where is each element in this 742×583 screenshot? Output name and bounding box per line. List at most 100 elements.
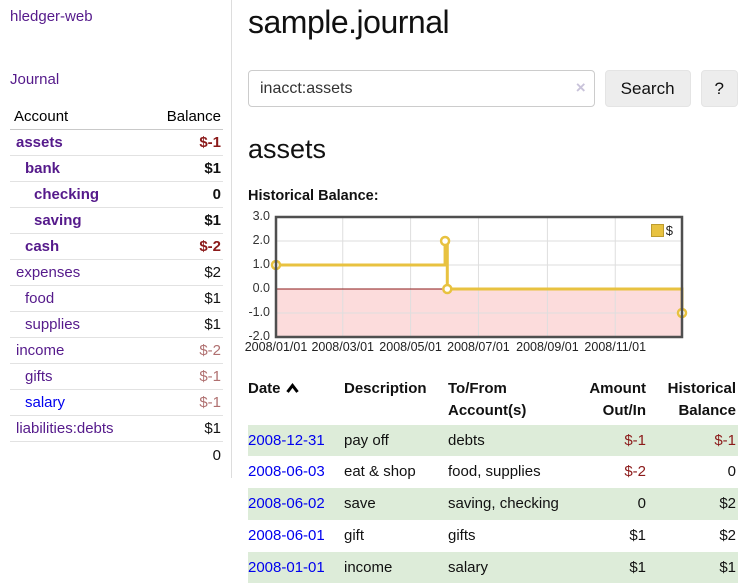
account-row: cash $-2 — [10, 234, 223, 260]
transaction-balance: $-1 — [648, 425, 738, 457]
accounts-total-row: 0 — [10, 442, 223, 469]
account-link[interactable]: supplies — [12, 316, 80, 333]
account-heading: assets — [248, 134, 738, 165]
account-link[interactable]: saving — [12, 212, 82, 229]
account-balance: $-1 — [146, 130, 223, 156]
account-balance: $-2 — [146, 234, 223, 260]
legend-swatch — [651, 224, 664, 237]
transaction-balance: $2 — [648, 520, 738, 552]
transaction-row: 2008-06-01 gift gifts $1 $2 — [248, 520, 738, 552]
app-title-link[interactable]: hledger-web — [10, 8, 223, 25]
account-row: supplies $1 — [10, 312, 223, 338]
x-axis-tick-label: 2008/11/01 — [584, 340, 646, 354]
clear-search-icon[interactable]: × — [576, 78, 586, 98]
account-link[interactable]: income — [12, 342, 64, 359]
account-balance: $1 — [146, 312, 223, 338]
sort-ascending-icon — [286, 383, 299, 394]
account-balance: $1 — [146, 156, 223, 182]
search-input[interactable] — [248, 70, 595, 107]
transaction-amount: $1 — [570, 520, 648, 552]
account-link[interactable]: gifts — [12, 368, 53, 385]
accounts-total: 0 — [146, 442, 223, 469]
y-axis-tick-label: 2.0 — [253, 233, 270, 247]
x-axis-tick-label: 2008/07/01 — [447, 340, 510, 354]
transaction-row: 2008-06-02 save saving, checking 0 $2 — [248, 488, 738, 520]
transaction-accounts: salary — [448, 552, 570, 583]
account-balance: $-1 — [146, 364, 223, 390]
account-link[interactable]: food — [12, 290, 54, 307]
account-balance: $1 — [146, 416, 223, 442]
accounts-table: Account Balance assets $-1 bank $1 check… — [10, 104, 223, 468]
account-balance: $1 — [146, 286, 223, 312]
transaction-amount: $1 — [570, 552, 648, 583]
account-row: liabilities:debts $1 — [10, 416, 223, 442]
account-row: expenses $2 — [10, 260, 223, 286]
account-balance: $2 — [146, 260, 223, 286]
y-axis-tick-label: 0.0 — [253, 281, 270, 295]
transaction-amount: $-1 — [570, 425, 648, 457]
account-link[interactable]: checking — [12, 186, 99, 203]
transaction-row: 2008-06-03 eat & shop food, supplies $-2… — [248, 456, 738, 488]
x-axis-tick-label: 2008/09/01 — [516, 340, 579, 354]
transaction-accounts: food, supplies — [448, 456, 570, 488]
transaction-date-link[interactable]: 2008-06-01 — [248, 527, 325, 544]
account-row: gifts $-1 — [10, 364, 223, 390]
transaction-row: 2008-01-01 income salary $1 $1 — [248, 552, 738, 583]
transaction-amount: $-2 — [570, 456, 648, 488]
transaction-date-link[interactable]: 2008-12-31 — [248, 432, 325, 449]
sidebar-item-journal[interactable]: Journal — [10, 71, 223, 88]
y-axis-tick-label: -1.0 — [248, 305, 270, 319]
transaction-accounts: saving, checking — [448, 488, 570, 520]
account-balance: $-1 — [146, 390, 223, 416]
date-header-label: Date — [248, 380, 281, 397]
transaction-description: eat & shop — [344, 456, 448, 488]
account-balance: $1 — [146, 208, 223, 234]
transaction-date-link[interactable]: 2008-06-02 — [248, 495, 325, 512]
account-link[interactable]: liabilities:debts — [12, 420, 114, 437]
main-content: sample.journal × Search ? assets Histori… — [248, 0, 738, 583]
account-row: checking 0 — [10, 182, 223, 208]
account-row: food $1 — [10, 286, 223, 312]
account-balance: 0 — [146, 182, 223, 208]
account-row: salary $-1 — [10, 390, 223, 416]
account-link[interactable]: cash — [12, 238, 59, 255]
account-row: assets $-1 — [10, 130, 223, 156]
transaction-balance: $1 — [648, 552, 738, 583]
transaction-description: pay off — [344, 425, 448, 457]
account-row: bank $1 — [10, 156, 223, 182]
date-column-header[interactable]: Date — [248, 375, 344, 425]
transaction-balance: 0 — [648, 456, 738, 488]
account-row: income $-2 — [10, 338, 223, 364]
transaction-amount: 0 — [570, 488, 648, 520]
y-axis-tick-label: 1.0 — [253, 257, 270, 271]
search-button[interactable]: Search — [605, 70, 691, 107]
sidebar: hledger-web Journal Account Balance asse… — [0, 0, 232, 478]
accounts-table-header: Account Balance — [10, 104, 223, 130]
description-column-header: Description — [344, 375, 448, 425]
transaction-date-link[interactable]: 2008-01-01 — [248, 559, 325, 576]
transaction-description: gift — [344, 520, 448, 552]
transaction-balance: $2 — [648, 488, 738, 520]
transaction-description: income — [344, 552, 448, 583]
legend-label: $ — [666, 223, 673, 238]
search-form: × Search ? — [248, 70, 738, 107]
help-button[interactable]: ? — [701, 70, 738, 107]
page-title: sample.journal — [248, 4, 738, 41]
account-row: saving $1 — [10, 208, 223, 234]
account-link[interactable]: salary — [12, 394, 65, 411]
chart-plot-area: $ — [276, 217, 682, 337]
account-link[interactable]: assets — [12, 134, 63, 151]
transaction-date-link[interactable]: 2008-06-03 — [248, 463, 325, 480]
account-link[interactable]: expenses — [12, 264, 80, 281]
x-axis-tick-label: 2008/01/01 — [245, 340, 308, 354]
x-axis-tick-label: 2008/05/01 — [379, 340, 442, 354]
chart-canvas — [276, 217, 682, 337]
x-axis-tick-label: 2008/03/01 — [311, 340, 374, 354]
account-link[interactable]: bank — [12, 160, 60, 177]
